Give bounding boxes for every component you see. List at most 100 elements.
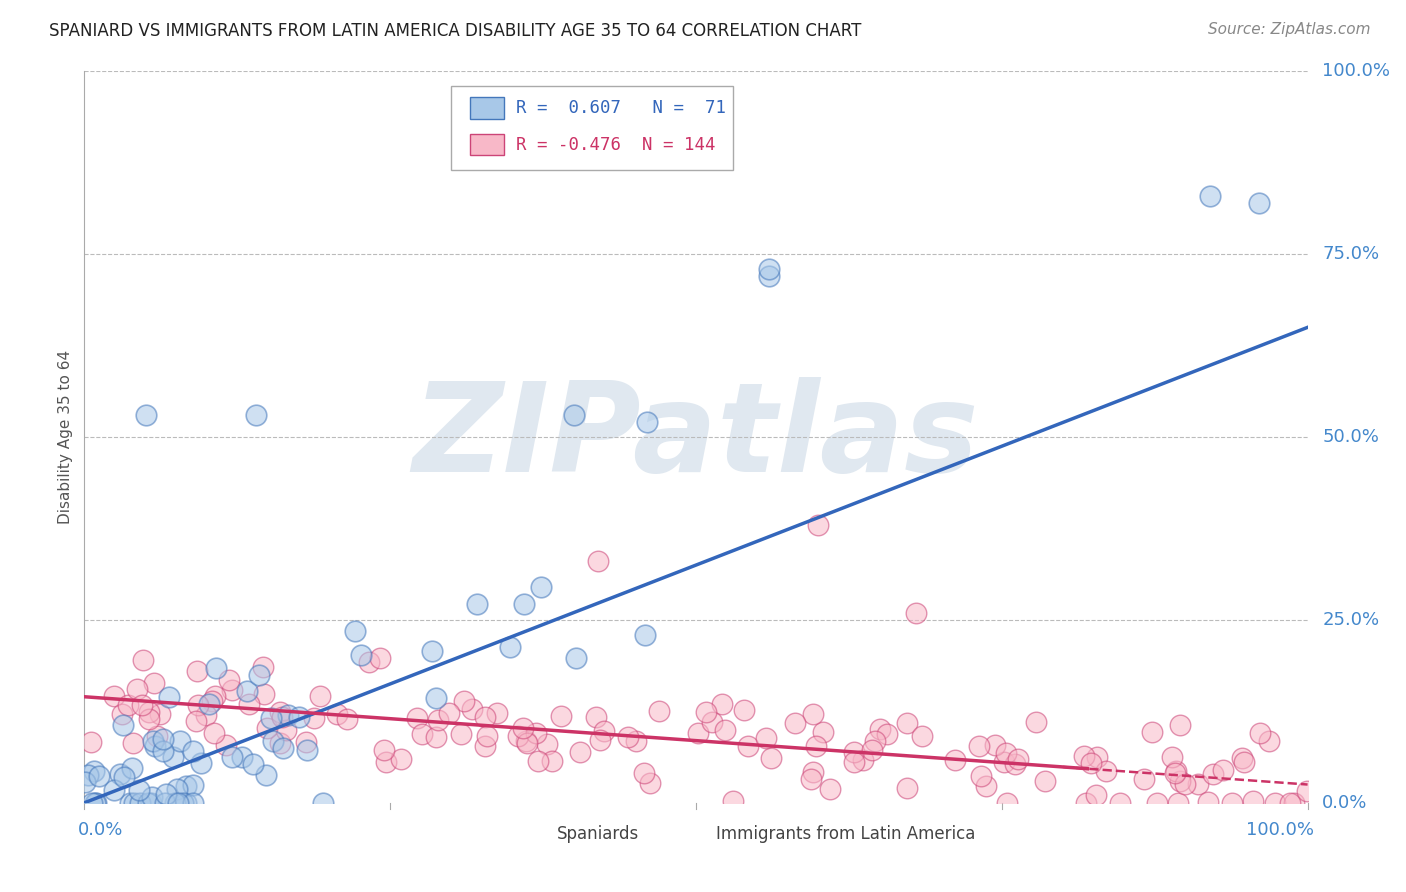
Point (84, 796, 107, 810)
Point (755, 731, 778, 745)
Point (450, 726, 472, 740)
Point (253, 687, 276, 701)
Point (485, 706, 508, 721)
Point (128, 796, 150, 810)
Point (562, 408, 585, 422)
Point (565, 651, 588, 665)
Point (141, 789, 163, 804)
Text: 0.0%: 0.0% (79, 821, 124, 839)
Point (205, 661, 228, 675)
FancyBboxPatch shape (470, 97, 503, 119)
Point (592, 723, 614, 738)
Text: 50.0%: 50.0% (1322, 428, 1379, 446)
Point (111, 718, 134, 732)
FancyBboxPatch shape (672, 834, 709, 856)
Point (325, 707, 347, 722)
Point (121, 761, 143, 775)
Point (585, 710, 607, 724)
Point (515, 736, 537, 750)
Point (142, 734, 165, 748)
Point (633, 627, 655, 641)
Point (235, 684, 257, 698)
Point (807, 517, 830, 532)
Point (131, 698, 153, 713)
Point (80, 735, 103, 749)
Point (995, 796, 1018, 810)
Point (231, 750, 253, 764)
Point (103, 782, 125, 797)
Point (425, 691, 447, 706)
Point (350, 648, 373, 662)
Point (138, 705, 160, 719)
Point (1109, 796, 1132, 810)
Point (636, 416, 658, 430)
Point (136, 796, 159, 810)
Point (420, 644, 443, 658)
Point (993, 756, 1015, 770)
Point (648, 705, 671, 719)
Point (1247, 196, 1270, 211)
Point (186, 664, 208, 678)
Point (801, 764, 824, 779)
Point (803, 706, 825, 721)
Point (427, 713, 450, 727)
Point (201, 694, 224, 708)
Point (84, 796, 107, 810)
Point (1074, 796, 1097, 810)
Point (184, 714, 207, 728)
Point (247, 668, 270, 682)
Point (1233, 755, 1256, 769)
Point (1202, 766, 1225, 780)
Point (1168, 774, 1191, 789)
Point (357, 656, 380, 670)
Point (169, 734, 191, 748)
Point (405, 711, 427, 725)
Point (221, 683, 243, 698)
Point (271, 741, 294, 756)
Point (174, 779, 197, 793)
Point (260, 711, 283, 725)
Point (541, 754, 564, 768)
Point (799, 772, 821, 786)
Point (238, 697, 260, 711)
Text: SPANIARD VS IMMIGRANTS FROM LATIN AMERICA DISABILITY AGE 35 TO 64 CORRELATION CH: SPANIARD VS IMMIGRANTS FROM LATIN AMERIC… (49, 22, 862, 40)
Point (896, 780, 918, 795)
Point (1095, 764, 1118, 778)
Y-axis label: Disability Age 35 to 64: Disability Age 35 to 64 (58, 350, 73, 524)
Point (135, 408, 157, 422)
Point (588, 732, 610, 747)
Text: R = -0.476  N = 144: R = -0.476 N = 144 (516, 136, 716, 153)
Point (453, 694, 475, 708)
Point (586, 554, 609, 568)
Point (370, 651, 392, 665)
Point (127, 682, 149, 697)
Point (617, 731, 640, 745)
Text: Immigrants from Latin America: Immigrants from Latin America (716, 825, 974, 843)
Point (844, 745, 866, 759)
Point (1007, 752, 1029, 766)
Point (389, 752, 412, 766)
Point (758, 269, 780, 284)
Text: 100.0%: 100.0% (1246, 821, 1313, 839)
Point (995, 746, 1018, 760)
Point (811, 724, 834, 739)
Point (905, 606, 928, 620)
Point (163, 796, 186, 810)
Point (1258, 734, 1281, 748)
Point (852, 754, 875, 768)
Point (702, 714, 724, 729)
Point (1160, 750, 1182, 764)
Point (252, 659, 274, 673)
Point (153, 796, 176, 810)
Point (512, 722, 534, 736)
Point (176, 796, 198, 810)
Point (304, 710, 326, 724)
Point (110, 707, 132, 722)
Point (737, 739, 759, 753)
Point (1241, 793, 1264, 807)
Point (1220, 796, 1243, 810)
Point (1164, 766, 1187, 780)
Point (277, 707, 299, 722)
Point (202, 726, 225, 740)
Point (474, 710, 496, 724)
